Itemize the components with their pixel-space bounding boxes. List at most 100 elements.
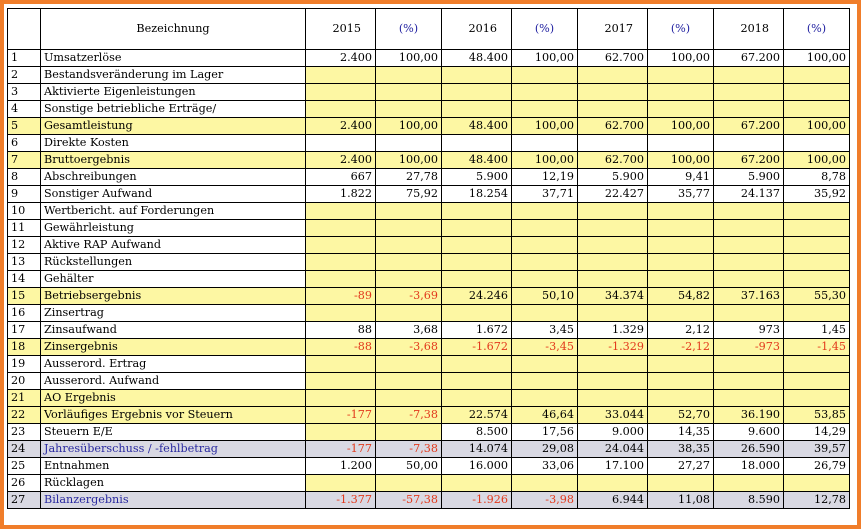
value-cell: 1.200 [305,457,376,475]
table-row: 17 Zinsaufwand 88 3,68 1.672 3,45 1.329 2,12 973… [7,321,850,339]
value-cell [441,253,512,271]
value-cell: 48.400 [441,117,512,135]
value-cell [305,83,376,101]
percent-cell [647,253,714,271]
row-number: 20 [7,372,41,390]
percent-cell [511,372,578,390]
value-cell: 88 [305,321,376,339]
row-number: 3 [7,83,41,101]
value-cell: 973 [713,321,784,339]
percent-cell: 11,08 [647,491,714,509]
table-row: 4 Sonstige betriebliche Erträge/ [7,100,850,118]
percent-cell [783,474,850,492]
value-cell [713,236,784,254]
value-cell: 2.400 [305,151,376,169]
percent-cell [647,100,714,118]
percent-cell: -7,38 [375,440,442,458]
percent-cell [783,372,850,390]
value-cell [577,355,648,373]
percent-cell [783,253,850,271]
percent-cell [375,202,442,220]
value-cell: 48.400 [441,151,512,169]
value-cell [577,474,648,492]
percent-cell: -7,38 [375,406,442,424]
table-row: 8 Abschreibungen 667 27,78 5.900 12,19 5.900 9,… [7,168,850,186]
row-number: 5 [7,117,41,135]
percent-cell [511,389,578,407]
value-cell [713,202,784,220]
header-pct: (%) [783,8,850,50]
value-cell [441,304,512,322]
value-cell: 17.100 [577,457,648,475]
percent-cell: 55,30 [783,287,850,305]
row-number: 6 [7,134,41,152]
row-number: 19 [7,355,41,373]
percent-cell: 38,35 [647,440,714,458]
percent-cell: 100,00 [375,49,442,67]
percent-cell [375,100,442,118]
header-pct: (%) [375,8,442,50]
row-label: Umsatzerlöse [40,49,306,67]
percent-cell: 46,64 [511,406,578,424]
percent-cell: 14,35 [647,423,714,441]
percent-cell [511,202,578,220]
percent-cell: 3,68 [375,321,442,339]
percent-cell [375,304,442,322]
value-cell: 24.044 [577,440,648,458]
row-number: 9 [7,185,41,203]
value-cell: -1.926 [441,491,512,509]
value-cell [441,83,512,101]
percent-cell: 35,77 [647,185,714,203]
value-cell [577,372,648,390]
value-cell [305,304,376,322]
table-row: 7 Bruttoergebnis 2.400 100,00 48.400 100,00 62… [7,151,850,169]
value-cell: 1.672 [441,321,512,339]
value-cell [305,372,376,390]
row-label: Aktivierte Eigenleistungen [40,83,306,101]
value-cell [305,270,376,288]
row-label: Bruttoergebnis [40,151,306,169]
value-cell [713,372,784,390]
table-row: 1 Umsatzerlöse 2.400 100,00 48.400 100,00 62.7… [7,49,850,67]
row-number: 11 [7,219,41,237]
value-cell: 1.329 [577,321,648,339]
row-label: Entnahmen [40,457,306,475]
row-label: Wertbericht. auf Forderungen [40,202,306,220]
percent-cell: 9,41 [647,168,714,186]
percent-cell: 100,00 [647,49,714,67]
value-cell [441,100,512,118]
value-cell: -973 [713,338,784,356]
percent-cell [511,134,578,152]
header-year-2018: 2018 [713,8,784,50]
percent-cell [783,389,850,407]
row-label: Gewährleistung [40,219,306,237]
percent-cell [783,100,850,118]
table-row: 19 Ausserord. Ertrag [7,355,850,373]
value-cell: 67.200 [713,49,784,67]
percent-cell: 100,00 [783,49,850,67]
value-cell [305,219,376,237]
percent-cell [647,66,714,84]
value-cell [713,66,784,84]
value-cell: 24.246 [441,287,512,305]
percent-cell: 100,00 [375,117,442,135]
value-cell: 5.900 [577,168,648,186]
row-number: 2 [7,66,41,84]
percent-cell [375,423,442,441]
percent-cell [783,304,850,322]
value-cell [305,474,376,492]
value-cell: -1.672 [441,338,512,356]
value-cell: 67.200 [713,117,784,135]
row-label: Zinsertrag [40,304,306,322]
table-row: 21 AO Ergebnis [7,389,850,407]
value-cell [305,423,376,441]
row-label: Ausserord. Aufwand [40,372,306,390]
row-number: 22 [7,406,41,424]
percent-cell: 39,57 [783,440,850,458]
percent-cell: 75,92 [375,185,442,203]
row-number: 14 [7,270,41,288]
value-cell: 48.400 [441,49,512,67]
value-cell [305,100,376,118]
percent-cell: -3,98 [511,491,578,509]
table-row: 9 Sonstiger Aufwand 1.822 75,92 18.254 37,71 2… [7,185,850,203]
